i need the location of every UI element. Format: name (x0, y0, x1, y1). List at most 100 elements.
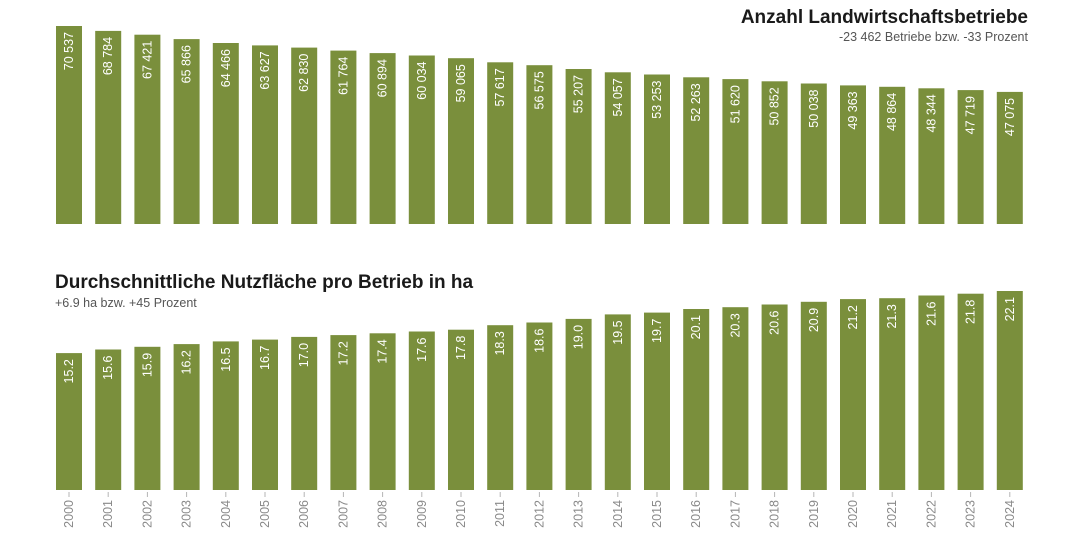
chart1-bars: 70 537 68 784 67 421 65 866 64 466 63 627 62 8… (56, 26, 1023, 225)
chart1-value-label-2014: 54 057 (611, 78, 625, 116)
chart2-value-label-2004: 16.5 (219, 347, 233, 371)
x-tick-label-2015: 2015 (650, 500, 664, 528)
chart1-value-label-2003: 65 866 (180, 45, 194, 83)
chart2-bar-2008 (369, 333, 396, 490)
chart1-bar-2014 (604, 72, 631, 224)
chart2-bar-2020 (840, 299, 866, 490)
chart1-bar-2003 (173, 39, 200, 224)
chart2-value-label-2019: 20.9 (807, 308, 821, 332)
x-axis: 2000 2001 2002 2003 2004 2005 2006 2007 2008 2009… (62, 492, 1017, 528)
chart2-value-label-2003: 16.2 (180, 350, 194, 374)
x-tick-label-2000: 2000 (62, 500, 76, 528)
chart2-bar-2002 (134, 346, 161, 490)
chart1-value-label-2021: 48 864 (885, 93, 899, 131)
chart1-value-label-2006: 62 830 (297, 54, 311, 92)
chart1-bar-2012 (526, 65, 553, 224)
chart1-bar-2023 (957, 90, 984, 224)
chart2-bar-2023 (957, 293, 984, 490)
chart2-bar-2015 (644, 312, 670, 490)
chart2-bar-2004 (212, 341, 239, 490)
chart1-bar-2024 (996, 91, 1023, 225)
chart1-bar-2018 (761, 81, 788, 224)
chart2-bar-2024 (996, 291, 1023, 490)
chart2-value-label-2020: 21.2 (846, 305, 860, 329)
chart1-value-label-2011: 57 617 (493, 68, 507, 106)
chart1-bar-2019 (800, 83, 827, 224)
chart2-bar-2003 (173, 344, 200, 490)
chart2-value-label-2022: 21.6 (924, 301, 938, 325)
x-tick-label-2009: 2009 (415, 500, 429, 528)
chart1-value-label-2009: 60 034 (415, 61, 429, 99)
x-tick-label-2018: 2018 (768, 500, 782, 528)
x-tick-label-2019: 2019 (807, 500, 821, 528)
x-tick-label-2012: 2012 (532, 500, 546, 528)
chart2-bar-2007 (330, 335, 357, 490)
chart2-value-label-2012: 18.6 (532, 328, 546, 352)
x-tick-label-2023: 2023 (964, 500, 978, 528)
chart1-bar-2001 (95, 30, 122, 225)
chart2-value-label-2013: 19.0 (572, 325, 586, 349)
chart1-value-label-2020: 49 363 (846, 91, 860, 129)
chart2-bar-2012 (526, 322, 553, 490)
chart2-bar-2022 (918, 295, 945, 490)
chart1-title: Anzahl Landwirtschaftsbetriebe (740, 7, 1028, 28)
x-tick-label-2024: 2024 (1003, 500, 1017, 528)
x-tick-label-2007: 2007 (336, 500, 350, 528)
x-tick-label-2016: 2016 (689, 500, 703, 528)
chart1-value-label-2000: 70 537 (62, 32, 76, 70)
x-tick-label-2020: 2020 (846, 500, 860, 528)
chart1-value-label-2017: 51 620 (728, 85, 742, 123)
chart1-bar-2013 (565, 69, 592, 224)
chart1-bar-2010 (448, 58, 474, 225)
chart1-value-label-2016: 52 263 (689, 83, 703, 121)
chart2-bar-2018 (761, 304, 788, 490)
x-tick-label-2010: 2010 (454, 500, 468, 528)
chart2-bar-2009 (408, 331, 435, 490)
chart1-bar-2020 (840, 85, 866, 225)
x-tick-label-2017: 2017 (728, 500, 742, 528)
chart2-value-label-2009: 17.6 (415, 337, 429, 361)
chart1-bar-2021 (879, 86, 906, 224)
chart1-value-label-2022: 48 344 (924, 94, 938, 132)
chart1-subtitle: -23 462 Betriebe bzw. -33 Prozent (838, 30, 1028, 44)
chart2-value-label-2010: 17.8 (454, 336, 468, 360)
chart1-value-label-2012: 56 575 (532, 71, 546, 109)
chart1-value-label-2019: 50 038 (807, 89, 821, 127)
x-tick-label-2002: 2002 (140, 500, 154, 528)
chart2-bar-2000 (56, 353, 82, 490)
chart2-bar-2017 (722, 307, 749, 490)
chart2-value-label-2021: 21.3 (885, 304, 899, 328)
x-tick-label-2013: 2013 (572, 500, 586, 528)
chart1-value-label-2018: 50 852 (768, 87, 782, 125)
chart1-bar-2000 (56, 26, 82, 224)
x-tick-label-2006: 2006 (297, 500, 311, 528)
chart1-value-label-2005: 63 627 (258, 51, 272, 89)
chart2-value-label-2007: 17.2 (336, 341, 350, 365)
chart1-bar-2022 (918, 88, 945, 224)
chart2-bar-2011 (487, 325, 514, 490)
chart1-bar-2005 (252, 45, 278, 225)
chart2-bar-2010 (448, 329, 474, 490)
chart1-value-label-2004: 64 466 (219, 49, 233, 87)
chart2-value-label-2008: 17.4 (376, 339, 390, 363)
chart2-value-label-2006: 17.0 (297, 343, 311, 367)
chart1-bar-2004 (212, 43, 239, 224)
chart2-value-label-2000: 15.2 (62, 359, 76, 383)
chart2-bars: 15.2 15.6 15.9 16.2 16.5 16.7 17.0 17.2 17.4 17.6… (56, 291, 1023, 490)
chart2-value-label-2011: 18.3 (493, 331, 507, 355)
x-tick-label-2001: 2001 (101, 500, 115, 528)
chart2-title: Durchschnittliche Nutzfläche pro Betrieb… (55, 272, 474, 293)
chart1-value-label-2024: 47 075 (1003, 98, 1017, 136)
chart2-value-label-2017: 20.3 (728, 313, 742, 337)
chart1-bar-2008 (369, 53, 396, 224)
chart1-value-label-2010: 59 065 (454, 64, 468, 102)
chart2-bar-2001 (95, 349, 122, 490)
chart1-value-label-2013: 55 207 (572, 75, 586, 113)
chart2-value-label-2018: 20.6 (768, 310, 782, 334)
chart1-value-label-2023: 47 719 (964, 96, 978, 134)
chart1-bar-2015 (644, 74, 670, 224)
chart1-value-label-2015: 53 253 (650, 80, 664, 118)
x-tick-label-2005: 2005 (258, 500, 272, 528)
chart2-bar-2013 (565, 318, 592, 490)
